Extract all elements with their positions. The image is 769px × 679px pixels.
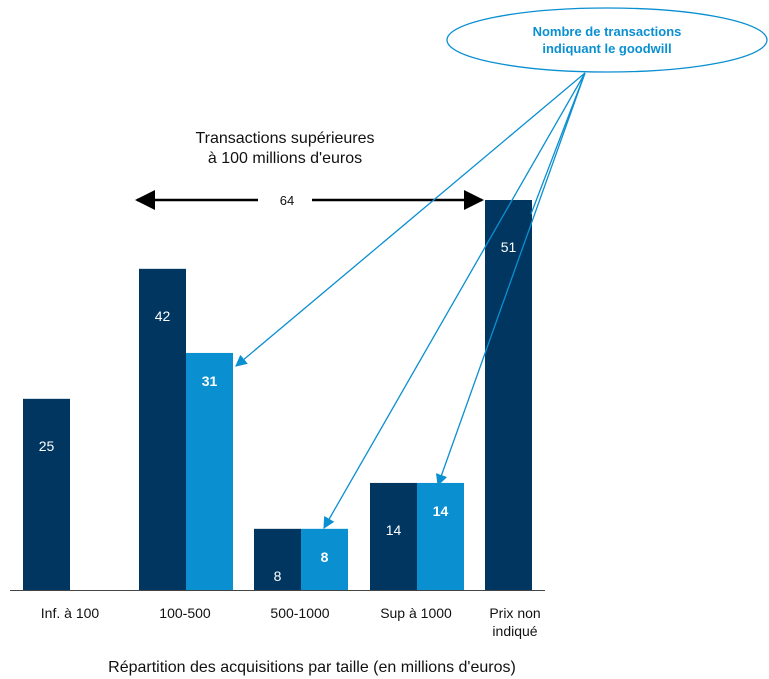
data-label-total-0: 25	[39, 438, 55, 454]
x-tick-label-0: Inf. à 100	[41, 605, 100, 621]
bar-total-3	[370, 482, 417, 590]
bar-goodwill-1	[186, 352, 233, 590]
bar-total-1	[139, 268, 186, 590]
bracket-value: 64	[280, 193, 294, 208]
bar-total-0	[23, 398, 70, 590]
data-label-total-4: 51	[501, 239, 517, 255]
data-label-total-3: 14	[386, 522, 402, 538]
callout-arrow-2	[436, 72, 586, 487]
callout-arrow-0	[235, 72, 586, 367]
bar-total-4	[485, 200, 532, 590]
data-label-goodwill-1: 31	[202, 373, 218, 389]
callout-ellipse	[446, 7, 768, 73]
x-tick-label-3: Sup à 1000	[380, 605, 452, 621]
data-label-total-2: 8	[274, 568, 282, 584]
bar-goodwill-2	[301, 528, 348, 590]
bar-total-2	[254, 528, 301, 590]
data-label-goodwill-2: 8	[321, 549, 329, 565]
data-label-total-1: 42	[155, 308, 171, 324]
x-tick-label-4: Prix non indiqué	[489, 605, 540, 639]
data-label-goodwill-3: 14	[433, 503, 449, 519]
x-tick-label-1: 100-500	[159, 605, 211, 621]
bar-goodwill-3	[417, 482, 464, 590]
bracket-title: Transactions supérieures à 100 millions d…	[195, 130, 374, 167]
callout-label: Nombre de transactions indiquant le goodw…	[533, 24, 682, 56]
callout-arrow-1	[323, 72, 586, 530]
callout-arrow-3	[530, 72, 586, 215]
x-tick-label-2: 500-1000	[270, 605, 329, 621]
x-axis-title: Répartition des acquisitions par taille …	[108, 659, 516, 676]
